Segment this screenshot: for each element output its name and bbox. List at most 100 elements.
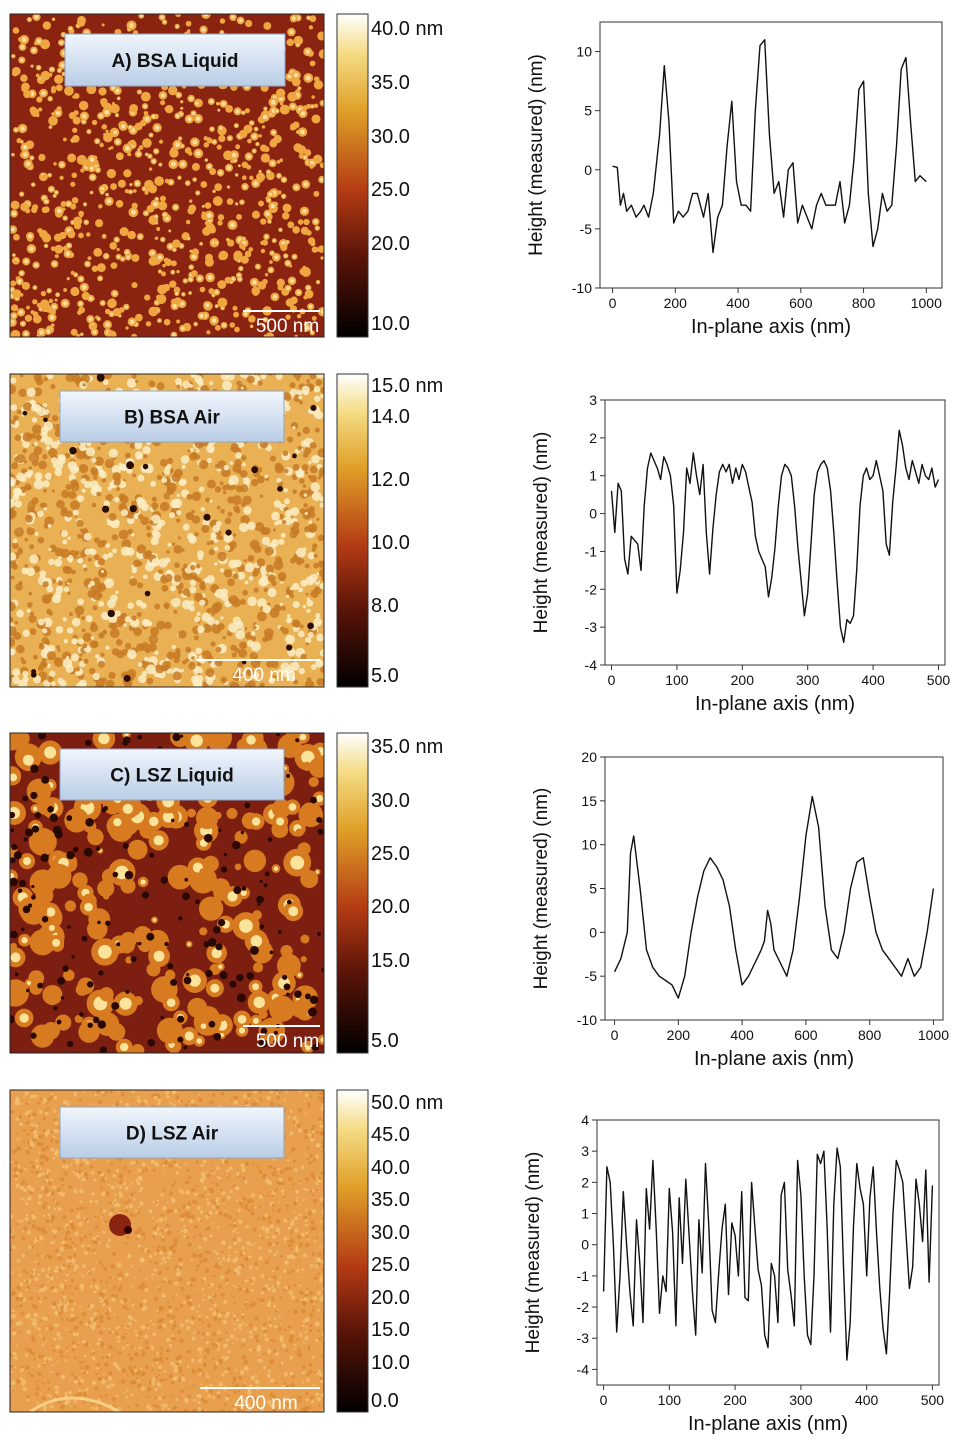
- afm-feature-peak: [201, 1023, 207, 1029]
- afm-grain: [320, 649, 327, 656]
- afm-pit: [101, 807, 106, 812]
- afm-grain: [155, 1202, 157, 1204]
- afm-grain: [120, 1272, 122, 1274]
- afm-grain: [219, 536, 224, 541]
- afm-pit: [204, 941, 210, 947]
- afm-grain: [267, 1366, 269, 1368]
- afm-grain: [106, 578, 110, 582]
- afm-grain: [71, 638, 77, 644]
- afm-feature: [300, 807, 315, 822]
- afm-grain: [59, 455, 66, 462]
- afm-feature: [37, 228, 42, 233]
- afm-grain: [235, 452, 242, 459]
- afm-pit: [316, 817, 322, 823]
- afm-grain: [52, 1301, 56, 1305]
- afm-grain: [296, 1269, 299, 1272]
- afm-grain: [179, 1397, 181, 1399]
- afm-feature: [290, 297, 298, 305]
- afm-feature-peak: [251, 325, 253, 327]
- afm-grain: [319, 1197, 323, 1201]
- afm-grain: [138, 1337, 140, 1339]
- afm-grain: [162, 477, 168, 483]
- afm-grain: [318, 1109, 320, 1111]
- afm-grain: [196, 449, 200, 453]
- colorbar-tick-label: 25.0: [371, 179, 410, 201]
- afm-grain: [192, 1200, 196, 1204]
- afm-grain: [321, 577, 325, 581]
- afm-feature: [145, 186, 151, 192]
- afm-feature: [144, 191, 148, 195]
- afm-grain: [214, 562, 217, 565]
- colorbar-tick-label: 40.0 nm: [371, 18, 443, 40]
- afm-grain: [309, 1154, 313, 1158]
- afm-grain: [281, 533, 286, 538]
- afm-grain: [142, 1350, 145, 1353]
- afm-feature-peak: [181, 101, 183, 103]
- afm-grain: [135, 1306, 137, 1308]
- afm-feature: [16, 138, 21, 143]
- afm-grain: [242, 1355, 246, 1359]
- afm-grain: [96, 1291, 98, 1293]
- afm-feature: [146, 321, 151, 326]
- afm-pit: [182, 892, 190, 900]
- afm-grain: [176, 385, 180, 389]
- afm-grain: [98, 1338, 101, 1341]
- afm-feature: [258, 200, 264, 206]
- afm-feature: [135, 123, 143, 131]
- afm-feature: [316, 247, 321, 252]
- afm-feature-peak: [296, 44, 299, 47]
- afm-grain: [318, 534, 325, 541]
- afm-pit: [93, 1017, 99, 1023]
- afm-grain: [105, 543, 110, 548]
- afm-pit: [184, 878, 188, 882]
- afm-feature-peak: [60, 41, 63, 44]
- afm-grain: [214, 547, 219, 552]
- afm-grain: [51, 457, 58, 464]
- afm-feature: [97, 263, 106, 272]
- afm-grain: [249, 1303, 253, 1307]
- afm-grain: [76, 1316, 78, 1318]
- afm-grain: [187, 533, 194, 540]
- afm-feature: [233, 312, 239, 318]
- afm-grain: [176, 1272, 181, 1277]
- afm-grain: [222, 485, 228, 491]
- afm-grain: [233, 1296, 235, 1298]
- afm-grain: [23, 1298, 26, 1301]
- afm-grain: [147, 1387, 152, 1392]
- afm-grain: [160, 502, 170, 512]
- afm-feature: [47, 864, 72, 889]
- afm-grain: [216, 1287, 218, 1289]
- afm-grain: [266, 1194, 269, 1197]
- afm-pit: [318, 829, 324, 835]
- afm-grain: [142, 619, 150, 627]
- afm-grain: [116, 639, 123, 646]
- afm-grain: [98, 1377, 101, 1380]
- afm-grain: [64, 587, 69, 592]
- afm-grain: [137, 1227, 142, 1232]
- afm-grain: [11, 1149, 13, 1151]
- afm-grain: [210, 641, 215, 646]
- afm-feature: [73, 110, 78, 115]
- afm-grain: [44, 421, 53, 430]
- afm-grain: [290, 1110, 293, 1113]
- afm-grain: [55, 1093, 57, 1095]
- afm-grain: [207, 1394, 211, 1398]
- afm-grain: [315, 427, 320, 432]
- afm-grain: [165, 558, 170, 563]
- afm-grain: [114, 1294, 118, 1298]
- afm-feature: [186, 220, 190, 224]
- afm-grain: [301, 386, 309, 394]
- afm-grain: [173, 610, 177, 614]
- afm-grain: [179, 1339, 183, 1343]
- afm-grain: [158, 1271, 162, 1275]
- afm-feature-peak: [159, 270, 161, 272]
- afm-grain: [56, 658, 59, 661]
- afm-grain: [138, 662, 143, 667]
- afm-feature-peak: [316, 870, 319, 873]
- afm-grain: [107, 1218, 109, 1220]
- afm-pit: [10, 931, 18, 939]
- afm-feature-peak: [113, 818, 121, 826]
- afm-grain: [306, 1146, 309, 1149]
- afm-grain: [18, 389, 26, 397]
- afm-grain: [253, 1164, 255, 1166]
